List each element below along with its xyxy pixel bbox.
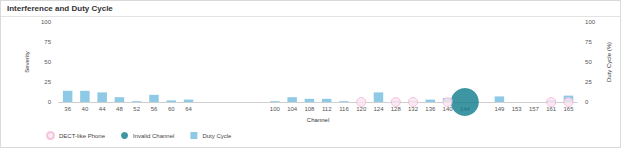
svg-text:132: 132 [408, 106, 418, 112]
svg-text:DECT-like Phone: DECT-like Phone [59, 133, 106, 139]
svg-text:Channel: Channel [307, 117, 329, 123]
svg-text:124: 124 [373, 106, 384, 112]
svg-text:0: 0 [585, 99, 589, 105]
svg-text:153: 153 [512, 106, 523, 112]
svg-text:25: 25 [44, 79, 51, 85]
svg-text:136: 136 [425, 106, 436, 112]
svg-text:25: 25 [585, 79, 592, 85]
svg-text:44: 44 [99, 106, 106, 112]
svg-text:75: 75 [44, 39, 51, 45]
svg-text:165: 165 [563, 106, 574, 112]
svg-text:56: 56 [151, 106, 158, 112]
svg-text:100: 100 [585, 19, 596, 25]
svg-text:161: 161 [546, 106, 557, 112]
svg-text:112: 112 [322, 106, 332, 112]
svg-text:Duty Cycle: Duty Cycle [202, 133, 232, 139]
svg-text:0: 0 [48, 99, 52, 105]
svg-text:128: 128 [390, 106, 401, 112]
svg-text:75: 75 [585, 39, 592, 45]
svg-text:108: 108 [304, 106, 315, 112]
svg-text:120: 120 [356, 106, 367, 112]
svg-text:48: 48 [116, 106, 123, 112]
svg-text:50: 50 [585, 59, 592, 65]
svg-text:50: 50 [44, 59, 51, 65]
svg-text:100: 100 [270, 106, 281, 112]
svg-text:116: 116 [339, 106, 349, 112]
svg-text:64: 64 [185, 106, 192, 112]
svg-text:Duty Cycle (%): Duty Cycle (%) [606, 42, 612, 82]
svg-text:100: 100 [41, 19, 52, 25]
svg-text:60: 60 [168, 106, 175, 112]
svg-text:140: 140 [442, 106, 453, 112]
svg-text:104: 104 [287, 106, 298, 112]
svg-text:52: 52 [133, 106, 140, 112]
svg-text:40: 40 [82, 106, 89, 112]
svg-text:149: 149 [494, 106, 505, 112]
svg-text:Invalid Channel: Invalid Channel [133, 133, 174, 139]
svg-text:36: 36 [64, 106, 71, 112]
html-text:Interference and Duty Cycle: Interference and Duty Cycle [7, 4, 113, 13]
svg-text:157: 157 [529, 106, 540, 112]
svg-text:Severity: Severity [24, 51, 30, 73]
